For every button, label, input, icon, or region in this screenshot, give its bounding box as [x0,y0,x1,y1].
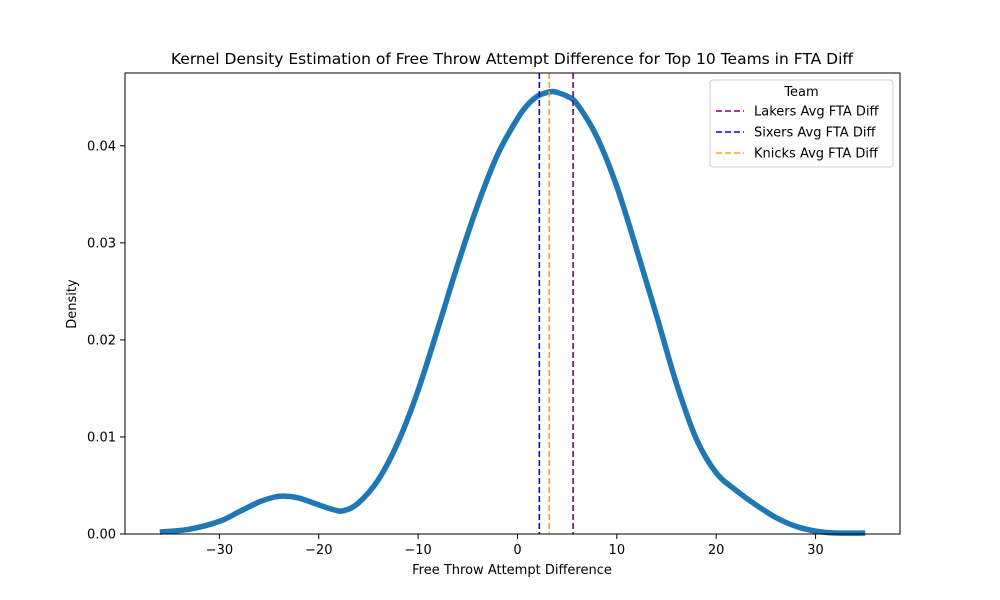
x-tick-label: 10 [609,543,626,558]
x-tick-label: 0 [513,543,521,558]
plot-frame [124,72,901,535]
legend-entry-0: Lakers Avg FTA Diff [754,105,880,120]
y-axis-label: Density [65,279,80,329]
legend-box [709,79,894,168]
legend-title: Team [783,85,818,100]
legend-entry-1: Sixers Avg FTA Diff [754,126,876,141]
plot-area [124,72,901,536]
kde-curve-0 [159,88,866,536]
chart-title: Kernel Density Estimation of Free Throw … [171,50,854,68]
x-tick-label: −20 [305,543,332,558]
x-axis: −30 −20 −10 0 10 20 30 [206,534,824,558]
x-tick-label: −10 [404,543,431,558]
y-tick-label: 0.01 [87,430,116,445]
x-tick-label: 30 [807,543,824,558]
legend-entry-2: Knicks Avg FTA Diff [754,147,879,162]
legend: Team Lakers Avg FTA Diff Sixers Avg FTA Di… [709,79,894,168]
y-tick-label: 0.03 [87,236,116,251]
y-tick-label: 0.00 [87,528,116,543]
x-tick-label: 20 [708,543,725,558]
x-tick-label: −30 [206,543,233,558]
y-tick-label: 0.02 [87,333,116,348]
x-axis-label: Free Throw Attempt Difference [412,563,612,578]
y-axis: 0.00 0.01 0.02 0.03 0.04 [87,139,125,543]
y-tick-label: 0.04 [87,139,116,154]
